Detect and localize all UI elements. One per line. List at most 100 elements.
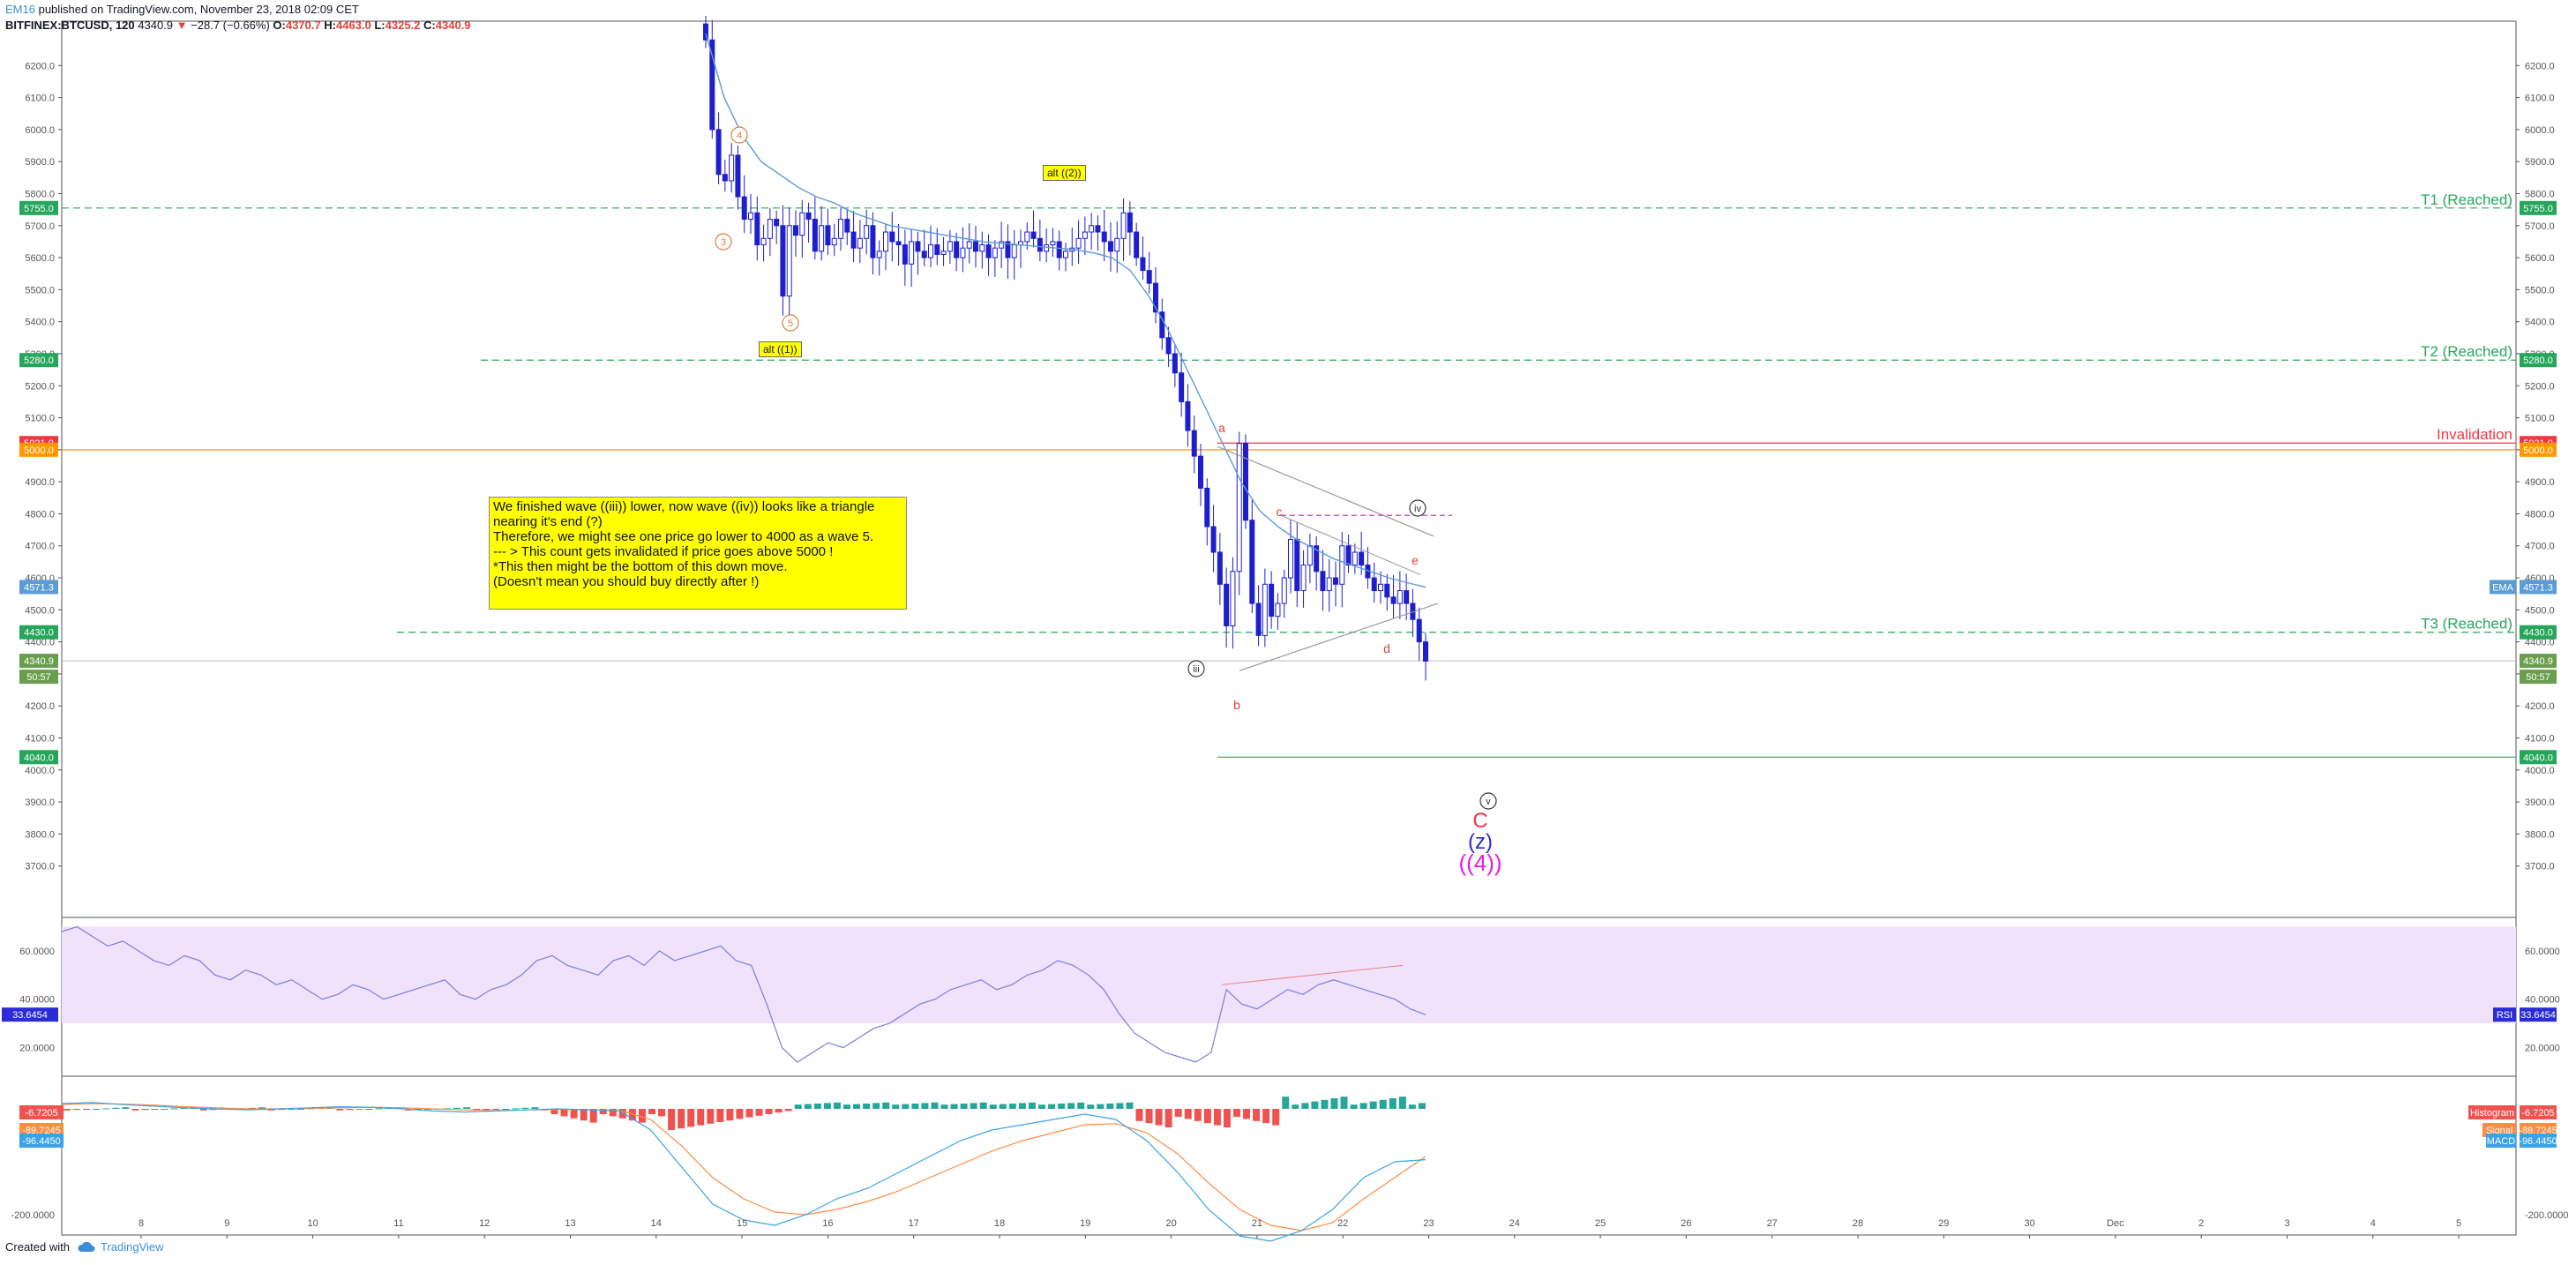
x-tick-label: Dec: [2107, 1218, 2124, 1229]
candle-body: [1326, 577, 1332, 592]
macd-histogram-bar: [726, 1109, 734, 1121]
macd-histogram-bar: [1145, 1109, 1153, 1124]
time-axis[interactable]: 8 9 10 11 12 13 14 15 16 17 18 19 20 21 22 23 24 25 26 27 28…: [139, 1218, 2461, 1239]
macd-histogram-bar: [336, 1109, 344, 1111]
macd-histogram-bar: [268, 1109, 276, 1111]
candle-body: [1153, 282, 1158, 313]
triangle-inner: [1280, 514, 1421, 575]
rsi-left-badge: 33.6454: [12, 1010, 48, 1021]
symbol-title[interactable]: BITFINEX:BTCUSD, 120: [5, 19, 135, 32]
ema-price-badge: 4571.3: [2523, 582, 2553, 593]
macd-histogram-bar: [658, 1109, 666, 1117]
macd-histogram-bar: [1106, 1104, 1114, 1109]
y-tick-label: 5900.0: [25, 157, 55, 168]
candle-body: [844, 219, 850, 233]
left-price-badge: 5755.0: [24, 204, 54, 214]
candle-body: [1281, 577, 1287, 604]
created-with: Created with: [5, 1240, 70, 1254]
candle-body: [1191, 430, 1197, 457]
candle-body: [1269, 583, 1275, 618]
x-tick-label: 17: [909, 1218, 919, 1229]
macd-histogram-bar: [853, 1104, 861, 1109]
y-tick-label: 3700.0: [25, 862, 55, 872]
macd-histogram-bar: [141, 1109, 149, 1111]
macd-histogram-bar: [483, 1109, 490, 1111]
y-tick-label: 4000.0: [2525, 766, 2555, 776]
brand-name: TradingView: [100, 1240, 164, 1254]
candle-body: [1307, 545, 1313, 566]
candle-body: [1179, 372, 1185, 402]
left-price-badge: 4340.9: [24, 656, 54, 667]
candles: [703, 16, 1428, 681]
candle-body: [979, 244, 985, 252]
macd-histogram-bar: [1097, 1104, 1105, 1109]
macd-histogram-bar: [453, 1107, 461, 1109]
wave-label-b: b: [1233, 698, 1240, 712]
chart-frame: [61, 20, 2517, 1236]
candle-body: [703, 23, 708, 41]
close-value: 4340.9: [435, 19, 471, 32]
candle-body: [1359, 551, 1365, 566]
macd-histogram-bar: [697, 1109, 705, 1126]
open-value: 4370.7: [285, 19, 321, 32]
y-tick-label: 6200.0: [25, 61, 55, 71]
candle-body: [1089, 225, 1095, 233]
x-tick-label: 4: [2370, 1218, 2376, 1229]
left-price-badge-bg: [19, 442, 58, 457]
alt-2-tag[interactable]: alt ((2)): [1043, 165, 1086, 181]
analysis-note[interactable]: We finished wave ((iii)) lower, now wave…: [489, 497, 907, 610]
candle-body: [1224, 583, 1230, 626]
right-price-badge: 5280.0: [2523, 356, 2553, 366]
wave-labels: a b c d e iii iv v 3 4 5 C(z)((4)) 5755.0 5755.0 5280.…: [2, 126, 2557, 1148]
rsi-tick-label: 60.0000: [19, 947, 55, 957]
macd-tick-label: -200.0000: [11, 1210, 55, 1221]
candle-body: [883, 231, 888, 252]
left-price-badge-bg: [19, 580, 58, 595]
ema-badge: EMA: [2492, 582, 2514, 593]
macd-histogram-bar: [1164, 1109, 1172, 1127]
x-tick-label: 3: [2284, 1218, 2289, 1229]
candle-body: [947, 241, 953, 252]
hist-left-badge-bg: [19, 1105, 64, 1119]
author-link[interactable]: EM16: [5, 3, 35, 16]
x-tick-label: 19: [1080, 1218, 1090, 1229]
x-tick-label: 30: [2024, 1218, 2034, 1229]
candle-body: [1075, 237, 1082, 249]
macd-histogram-bar: [1184, 1109, 1192, 1119]
macd-histogram-bar: [1389, 1098, 1397, 1109]
change-arrow: ▼: [176, 19, 188, 32]
macd-histogram-bar: [209, 1109, 217, 1111]
low-value: 4325.2: [385, 19, 421, 32]
x-tick-label: 21: [1252, 1218, 1262, 1229]
tradingview-link[interactable]: TradingView: [77, 1240, 164, 1254]
macd-histogram-bar: [161, 1109, 168, 1110]
macd-histogram-bar: [512, 1108, 520, 1110]
x-tick-label: 20: [1165, 1218, 1176, 1229]
macd-histogram-bar: [678, 1109, 685, 1129]
candle-body: [960, 247, 966, 258]
macd-histogram-bar: [1369, 1101, 1377, 1109]
candle-body: [1044, 244, 1050, 252]
y-tick-label: 5100.0: [2525, 414, 2555, 424]
ema-badge-bg: [2490, 580, 2516, 595]
note-line: We finished wave ((iii)) lower, now wave…: [493, 499, 875, 514]
macd-histogram-bar: [921, 1103, 929, 1109]
macd-histogram-bar: [1048, 1104, 1056, 1109]
candle-body: [1416, 618, 1422, 643]
candle-body: [1255, 603, 1262, 636]
macd-histogram-bar: [443, 1108, 451, 1110]
macd-histogram-bar: [638, 1109, 646, 1123]
macd-histogram-bar: [736, 1109, 744, 1119]
alt-1-tag[interactable]: alt ((1)): [759, 341, 802, 357]
candle-body: [780, 225, 786, 297]
y-tick-label: 5800.0: [2525, 189, 2555, 199]
left-price-badge: 4430.0: [24, 628, 54, 639]
candle-body: [1114, 237, 1120, 252]
x-tick-label: 29: [1938, 1218, 1949, 1229]
y-tick-label: 5500.0: [25, 285, 55, 296]
candle-body: [1390, 596, 1397, 604]
macd-histogram-bar: [112, 1107, 120, 1109]
ema-price-badge-bg: [2520, 580, 2557, 595]
right-price-badge: 4340.9: [2523, 656, 2553, 667]
